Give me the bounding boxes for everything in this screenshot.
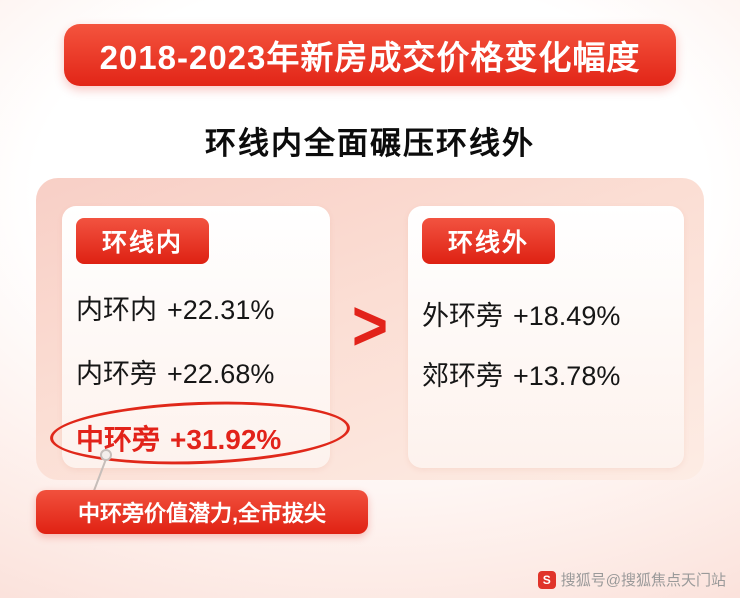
row-label: 内环旁	[76, 359, 157, 389]
greater-than-symbol: >	[351, 286, 389, 367]
row-value: +22.68%	[167, 359, 275, 389]
connector-line	[91, 458, 107, 497]
row-value: +31.92%	[170, 424, 282, 455]
outer-ring-card: 环线外 外环旁 +18.49% 郊环旁 +13.78%	[408, 206, 684, 468]
callout-connector	[91, 449, 112, 497]
row-value: +22.31%	[167, 295, 275, 325]
callout-bubble: 中环旁价值潜力,全市拔尖	[36, 490, 368, 534]
outer-ring-badge: 环线外	[422, 218, 556, 264]
sohu-logo-icon: S	[537, 570, 556, 589]
watermark-text: 搜狐号@搜狐焦点天门站	[560, 572, 726, 589]
row-label: 中环旁	[76, 424, 161, 455]
price-row-highlighted: 中环旁 +31.92%	[76, 418, 281, 458]
inner-ring-badge: 环线内	[76, 218, 210, 264]
row-value: +18.49%	[513, 301, 621, 331]
row-label: 郊环旁	[422, 361, 503, 391]
title-banner: 2018-2023年新房成交价格变化幅度	[64, 24, 676, 86]
row-value: +13.78%	[513, 361, 621, 391]
inner-ring-card: 环线内 内环内 +22.31% 内环旁 +22.68% 中环旁 +31.92%	[62, 206, 330, 468]
price-row: 内环内 +22.31%	[76, 288, 274, 327]
price-row: 内环旁 +22.68%	[76, 352, 274, 391]
connector-dot	[100, 449, 112, 461]
watermark: S 搜狐号@搜狐焦点天门站	[537, 569, 726, 590]
callout-text: 中环旁价值潜力,全市拔尖	[77, 501, 327, 526]
price-row: 外环旁 +18.49%	[422, 294, 620, 333]
price-row: 郊环旁 +13.78%	[422, 354, 620, 393]
page-subtitle: 环线内全面碾压环线外	[205, 126, 535, 161]
banner-title: 2018-2023年新房成交价格变化幅度	[99, 39, 641, 76]
row-label: 内环内	[76, 295, 157, 325]
row-label: 外环旁	[422, 301, 503, 331]
